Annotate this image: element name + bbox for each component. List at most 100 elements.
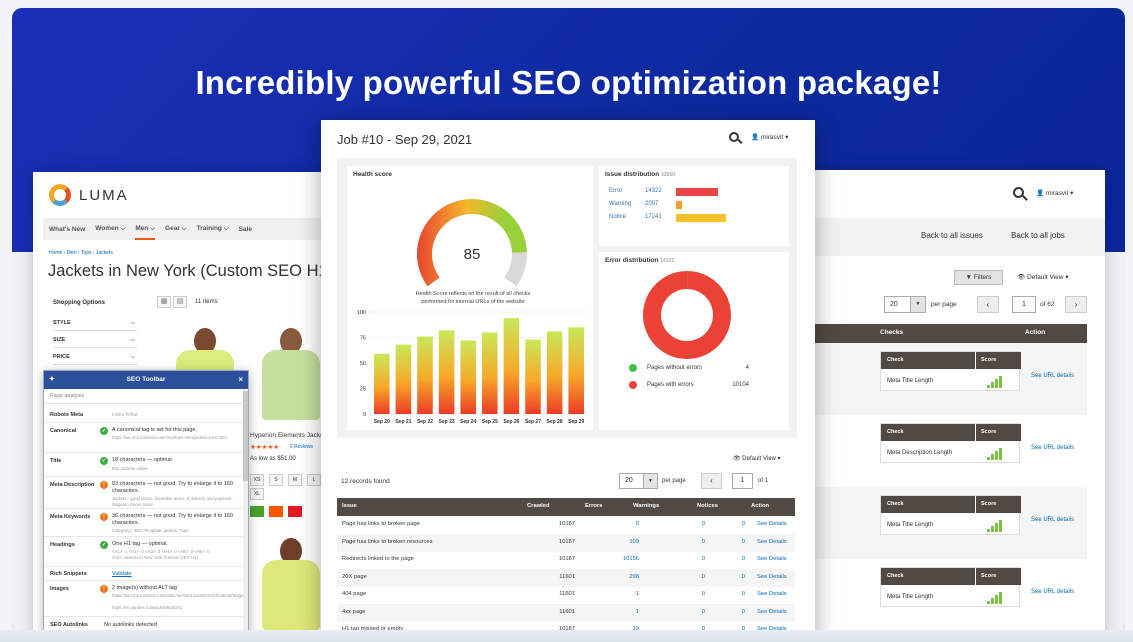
prev-page-button[interactable]: ‹ <box>701 473 722 489</box>
page-input[interactable]: 1 <box>1012 296 1036 313</box>
nav-men[interactable]: Men ⌵ <box>135 225 156 240</box>
issue-type-label[interactable]: Warning <box>609 201 632 207</box>
cell-errors[interactable]: 10156 <box>622 556 639 562</box>
default-view-dropdown[interactable]: 👁 Default View ▾ <box>733 456 781 462</box>
search-icon[interactable] <box>1013 187 1024 198</box>
cell-errors[interactable]: 109 <box>629 538 639 545</box>
cell-action[interactable]: See Details <box>757 626 787 632</box>
scrollbar-thumb[interactable] <box>243 391 248 481</box>
cell-errors[interactable]: 19 <box>632 626 639 632</box>
col-checks[interactable]: Checks <box>880 329 904 336</box>
action-band <box>807 218 1105 256</box>
search-icon[interactable] <box>729 132 739 142</box>
check-icon: ✓ <box>100 541 108 549</box>
issue-type-count[interactable]: 14322 <box>645 188 662 194</box>
size-xl[interactable]: XL <box>250 488 264 500</box>
check-subtable: Check Score Meta Title Length <box>880 495 1021 535</box>
product-image-2[interactable] <box>251 328 331 428</box>
filter-style[interactable]: STYLE ⌵ <box>53 316 137 331</box>
cell-warnings[interactable]: 0 <box>701 556 705 562</box>
col-action[interactable]: Action <box>751 503 770 509</box>
color-swatch[interactable] <box>269 506 283 517</box>
divider <box>975 424 976 441</box>
cell-notices[interactable]: 0 <box>741 538 745 545</box>
back-to-all-jobs-button[interactable]: Back to all jobs <box>1011 231 1065 240</box>
color-swatch[interactable] <box>250 506 264 517</box>
nav-women[interactable]: Women ⌵ <box>95 225 126 232</box>
cell-errors[interactable]: 298 <box>629 573 639 580</box>
nav-sale[interactable]: Sale <box>238 225 252 233</box>
cell-notices[interactable]: 0 <box>741 608 745 615</box>
col-notices[interactable]: Notices <box>697 503 718 509</box>
issue-type-count[interactable]: 17241 <box>645 214 662 220</box>
cell-warnings[interactable]: 0 <box>701 626 705 632</box>
cell-warnings[interactable]: 0 <box>701 573 705 580</box>
list-view-icon[interactable]: ▤ <box>173 296 187 308</box>
color-swatch[interactable] <box>288 506 302 517</box>
nav-gear[interactable]: Gear ⌵ <box>165 225 187 232</box>
seo-row-detail: https://en.yandex.ru/watch/59640241 <box>112 605 183 610</box>
cell-action[interactable]: See Details <box>757 538 787 545</box>
cell-action[interactable]: See Details <box>757 521 787 527</box>
see-url-details-link[interactable]: See URL details <box>1031 445 1075 451</box>
product-name[interactable]: Hyperion Elements Jacket <box>250 432 326 439</box>
cell-action[interactable]: See Details <box>757 556 787 562</box>
issue-type-label[interactable]: Notice <box>609 214 627 220</box>
product-image-3[interactable] <box>251 538 331 642</box>
cell-notices[interactable]: 0 <box>741 591 745 597</box>
scrollbar[interactable] <box>243 389 248 635</box>
page-input[interactable]: 1 <box>732 473 753 489</box>
size-s[interactable]: S <box>269 474 283 486</box>
user-menu[interactable]: 👤 mirasvit ▾ <box>1036 190 1074 197</box>
back-to-all-issues-button[interactable]: Back to all issues <box>921 231 983 240</box>
see-url-details-link[interactable]: See URL details <box>1031 517 1075 523</box>
size-l[interactable]: L <box>307 474 321 486</box>
cell-notices[interactable]: 0 <box>741 556 745 562</box>
see-url-details-link[interactable]: See URL details <box>1031 373 1075 379</box>
see-url-details-link[interactable]: See URL details <box>1031 589 1075 595</box>
cell-errors[interactable]: 1 <box>635 591 639 597</box>
seo-toolbar-titlebar: ✦ SEO Toolbar × <box>44 371 248 389</box>
cell-notices[interactable]: 0 <box>741 573 745 580</box>
filter-price[interactable]: PRICE ⌵ <box>53 350 137 365</box>
cell-notices[interactable]: 0 <box>741 521 745 527</box>
col-crawled[interactable]: Crawled <box>527 503 550 509</box>
cell-action[interactable]: See Details <box>757 591 787 597</box>
cell-warnings[interactable]: 0 <box>701 538 705 545</box>
filters-button[interactable]: ▼ Filters <box>954 270 1003 285</box>
warning-icon: ! <box>100 481 108 489</box>
close-icon[interactable]: × <box>238 375 243 384</box>
cell-notices[interactable]: 0 <box>741 626 745 632</box>
per-page-select[interactable]: 20 ▼ <box>884 296 926 313</box>
nav-training[interactable]: Training ⌵ <box>196 225 229 232</box>
per-page-select[interactable]: 20 ▼ <box>619 473 658 489</box>
score-bar <box>999 592 1002 604</box>
default-view-dropdown[interactable]: 👁 Default View ▾ <box>1017 274 1069 281</box>
user-menu[interactable]: 👤 mirasvit ▾ <box>751 134 789 141</box>
y-tick-label: 0 <box>363 412 366 418</box>
issue-type-count[interactable]: 2097 <box>645 201 659 207</box>
filter-size[interactable]: SIZE ⌵ <box>53 333 137 348</box>
score-bar <box>991 526 994 532</box>
grid-view-icon[interactable]: ▦ <box>157 296 171 308</box>
cell-warnings[interactable]: 0 <box>701 521 705 527</box>
nav-whats-new[interactable]: What's New <box>49 225 86 233</box>
cell-errors[interactable]: 0 <box>635 521 639 527</box>
breadcrumb[interactable]: Home › Men › Tops › Jackets <box>49 250 113 256</box>
cell-action[interactable]: See Details <box>757 573 787 580</box>
cell-errors[interactable]: 1 <box>635 608 639 615</box>
col-warnings[interactable]: Warnings <box>633 503 660 509</box>
cell-warnings[interactable]: 0 <box>701 608 705 615</box>
cell-action[interactable]: See Details <box>757 608 787 615</box>
col-errors[interactable]: Errors <box>585 503 603 509</box>
prev-page-button[interactable]: ‹ <box>977 296 999 313</box>
col-action[interactable]: Action <box>1025 329 1046 336</box>
size-xs[interactable]: XS <box>250 474 264 486</box>
col-issue[interactable]: Issue <box>342 503 357 509</box>
issue-type-label[interactable]: Error <box>609 188 623 194</box>
next-page-button[interactable]: › <box>1065 296 1087 313</box>
validate-link[interactable]: Validate <box>112 571 132 577</box>
reviews-link[interactable]: 2 Reviews <box>290 444 314 450</box>
cell-warnings[interactable]: 0 <box>701 591 705 597</box>
size-m[interactable]: M <box>288 474 302 486</box>
